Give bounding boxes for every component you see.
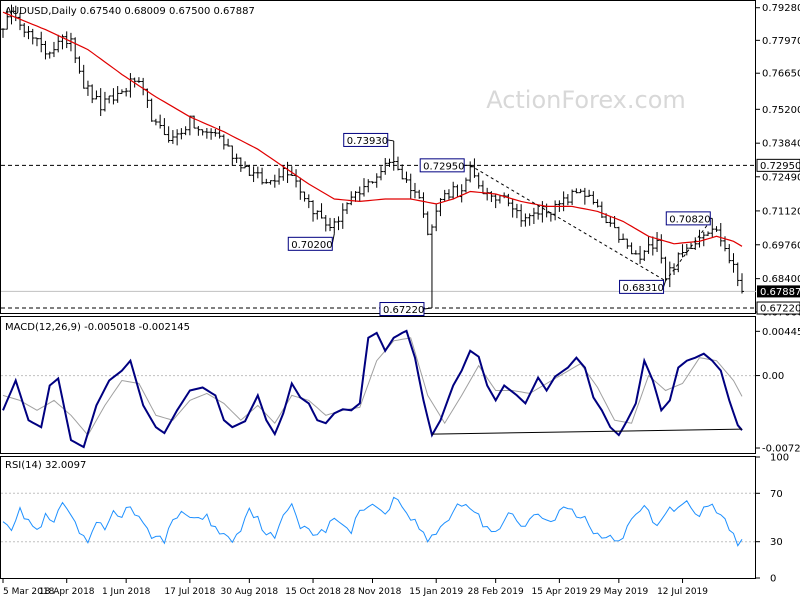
rsi-panel-frame (0, 456, 756, 579)
annotation-box (343, 132, 389, 147)
current-price-box (757, 285, 800, 298)
macd-y-axis: 0.004456 0.00 -0.007298 (756, 327, 800, 455)
x-tick-label: 15 Oct 2018 (285, 587, 341, 597)
annotation-label: 0.67220 (383, 305, 424, 316)
annotation-box (665, 211, 711, 226)
macd-trendline (431, 428, 743, 435)
x-tick-label: 29 May 2019 (589, 587, 648, 597)
price-y-tick-label: 0.73840 (762, 139, 800, 150)
x-tick-label: 15 Apr 2019 (532, 587, 588, 597)
rsi-y-tick-label: 70 (770, 489, 783, 500)
x-tick-label: 15 Jan 2019 (409, 587, 463, 597)
annotation-box (619, 279, 665, 294)
current-price-label: 0.67887 (760, 287, 800, 298)
price-y-tick-label: 0.76650 (762, 69, 800, 80)
macd-line (2, 329, 743, 449)
x-tick-label: 18 Apr 2018 (39, 587, 95, 597)
annotation-label: 0.73930 (347, 136, 388, 147)
x-tick-label: 1 Jun 2018 (102, 587, 151, 597)
level-axis-box (756, 301, 800, 315)
annotation-leader (387, 139, 394, 142)
rsi-y-tick-label: 30 (770, 537, 783, 548)
price-y-tick-label: 0.69760 (762, 240, 800, 251)
price-y-tick-label: 0.72490 (762, 172, 800, 183)
price-y-axis: 0.79280 0.77970 0.76650 0.75200 0.73840 0.724… (756, 3, 800, 319)
rsi-y-tick-label: 100 (770, 453, 789, 464)
x-tick-label: 28 Nov 2018 (344, 587, 402, 597)
rsi-y-tick-label: 0 (770, 574, 776, 585)
macd-panel-frame (0, 316, 756, 454)
price-panel-frame (0, 0, 756, 314)
annotation-label: 0.68310 (623, 283, 664, 294)
price-header-label: AUDUSD,Daily 0.67540 0.68009 0.67500 0.6… (5, 6, 255, 17)
price-y-tick-label: 0.77970 (762, 36, 800, 47)
price-y-tick-label: 0.75200 (762, 105, 800, 116)
annotation-box (379, 302, 425, 317)
moving-average-line (2, 11, 743, 247)
macd-header-label: MACD(12,26,9) -0.005018 -0.002145 (5, 322, 190, 333)
price-annotations: 0.73930 0.72950 0.70200 0.67220 0.70820 0.683… (287, 132, 713, 317)
annotation-leader (423, 307, 433, 310)
trend-line (665, 218, 713, 282)
level-axis-label: 0.72950 (760, 161, 800, 172)
x-tick-label: 5 Mar 2018 (3, 587, 55, 597)
macd-y-tick-label: -0.007298 (762, 444, 800, 455)
trend-line (469, 164, 666, 282)
rsi-header-label: RSI(14) 32.0097 (5, 460, 86, 471)
macd-series (1, 329, 756, 449)
watermark: ActionForex.com (486, 86, 686, 114)
level-axis-box (756, 158, 800, 172)
annotation-box (419, 158, 465, 173)
annotation-label: 0.72950 (423, 161, 464, 172)
macd-y-tick-label: 0.004456 (762, 327, 800, 338)
rsi-y-axis: 100 70 30 0 (756, 453, 789, 585)
annotation-label: 0.70820 (669, 214, 710, 225)
x-tick-label: 28 Feb 2019 (468, 587, 524, 597)
price-y-tick-label: 0.71120 (762, 206, 800, 217)
x-tick-label: 30 Aug 2018 (221, 587, 279, 597)
price-lines (2, 11, 743, 282)
level-axis-label: 0.67220 (760, 304, 800, 315)
macd-y-tick-label: 0.00 (762, 371, 784, 382)
macd-signal-line (2, 337, 743, 436)
rsi-series (1, 492, 756, 547)
annotation-box (287, 236, 333, 251)
rsi-line (2, 496, 743, 547)
x-tick-label: 12 Jul 2019 (657, 587, 708, 597)
price-y-tick-label: 0.79280 (762, 3, 800, 14)
price-y-tick-label: 0.68400 (762, 274, 800, 285)
x-tick-label: 17 Jul 2018 (164, 587, 215, 597)
annotation-label: 0.70200 (291, 240, 332, 251)
price-bars (1, 4, 744, 309)
